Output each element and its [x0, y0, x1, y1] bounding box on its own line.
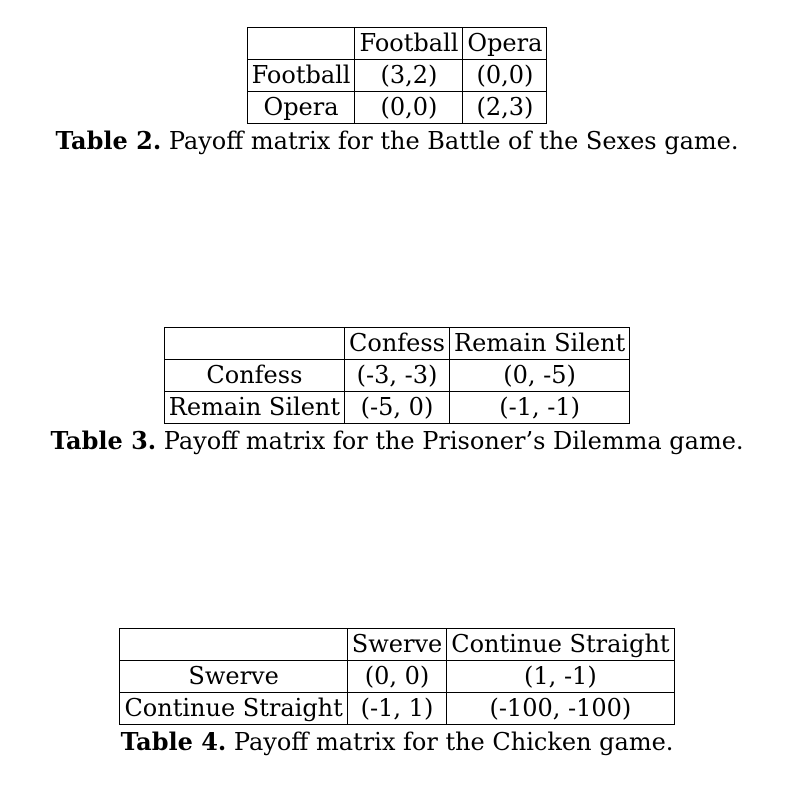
table-block-chicken: Swerve Continue Straight Swerve (0, 0) (… — [0, 628, 794, 756]
payoff-cell: (-3, -3) — [344, 359, 450, 392]
payoff-cell: (-100, -100) — [446, 692, 675, 725]
table-row: Football (3,2) (0,0) — [246, 59, 548, 92]
table-caption: Table 3. Payoff matrix for the Prisoner’… — [0, 426, 794, 455]
caption-label: Table 3. — [50, 426, 157, 455]
row-header: Football — [246, 59, 356, 92]
row-header: Swerve — [119, 660, 348, 693]
table-row: Swerve (0, 0) (1, -1) — [119, 660, 675, 693]
caption-text: Payoff matrix for the Chicken game. — [233, 728, 674, 756]
table-row: Opera (0,0) (2,3) — [246, 91, 548, 124]
payoff-table: Confess Remain Silent Confess (-3, -3) (… — [163, 327, 631, 424]
table-block-battle-of-sexes: Football Opera Football (3,2) (0,0) Oper… — [0, 27, 794, 155]
caption-label: Table 2. — [55, 126, 162, 155]
table-row: Continue Straight (-1, 1) (-100, -100) — [119, 692, 675, 725]
payoff-cell: (3,2) — [354, 59, 464, 92]
table-block-prisoners-dilemma: Confess Remain Silent Confess (-3, -3) (… — [0, 327, 794, 455]
column-header: Remain Silent — [448, 327, 631, 360]
table-row: Confess (-3, -3) (0, -5) — [163, 359, 631, 392]
payoff-cell: (0,0) — [354, 91, 464, 124]
table-header-row: Confess Remain Silent — [163, 327, 631, 360]
column-header: Opera — [462, 27, 548, 60]
corner-cell — [246, 27, 356, 60]
column-header: Football — [354, 27, 464, 60]
payoff-table: Football Opera Football (3,2) (0,0) Oper… — [246, 27, 548, 124]
table-header-row: Swerve Continue Straight — [119, 628, 675, 661]
payoff-cell: (2,3) — [462, 91, 548, 124]
row-header: Remain Silent — [163, 391, 346, 424]
table-header-row: Football Opera — [246, 27, 548, 60]
row-header: Confess — [163, 359, 346, 392]
column-header: Swerve — [346, 628, 448, 661]
caption-text: Payoff matrix for the Prisoner’s Dilemma… — [163, 427, 744, 455]
payoff-cell: (-1, 1) — [346, 692, 448, 725]
table-caption: Table 2. Payoff matrix for the Battle of… — [0, 126, 794, 155]
payoff-cell: (-5, 0) — [344, 391, 450, 424]
caption-text: Payoff matrix for the Battle of the Sexe… — [168, 127, 739, 155]
table-row: Remain Silent (-5, 0) (-1, -1) — [163, 391, 631, 424]
corner-cell — [119, 628, 348, 661]
column-header: Continue Straight — [446, 628, 675, 661]
row-header: Continue Straight — [119, 692, 348, 725]
row-header: Opera — [246, 91, 356, 124]
payoff-cell: (0, -5) — [448, 359, 631, 392]
payoff-cell: (1, -1) — [446, 660, 675, 693]
payoff-cell: (0,0) — [462, 59, 548, 92]
payoff-cell: (-1, -1) — [448, 391, 631, 424]
table-caption: Table 4. Payoff matrix for the Chicken g… — [0, 727, 794, 756]
corner-cell — [163, 327, 346, 360]
payoff-cell: (0, 0) — [346, 660, 448, 693]
caption-label: Table 4. — [120, 727, 227, 756]
payoff-table: Swerve Continue Straight Swerve (0, 0) (… — [119, 628, 675, 725]
column-header: Confess — [344, 327, 450, 360]
